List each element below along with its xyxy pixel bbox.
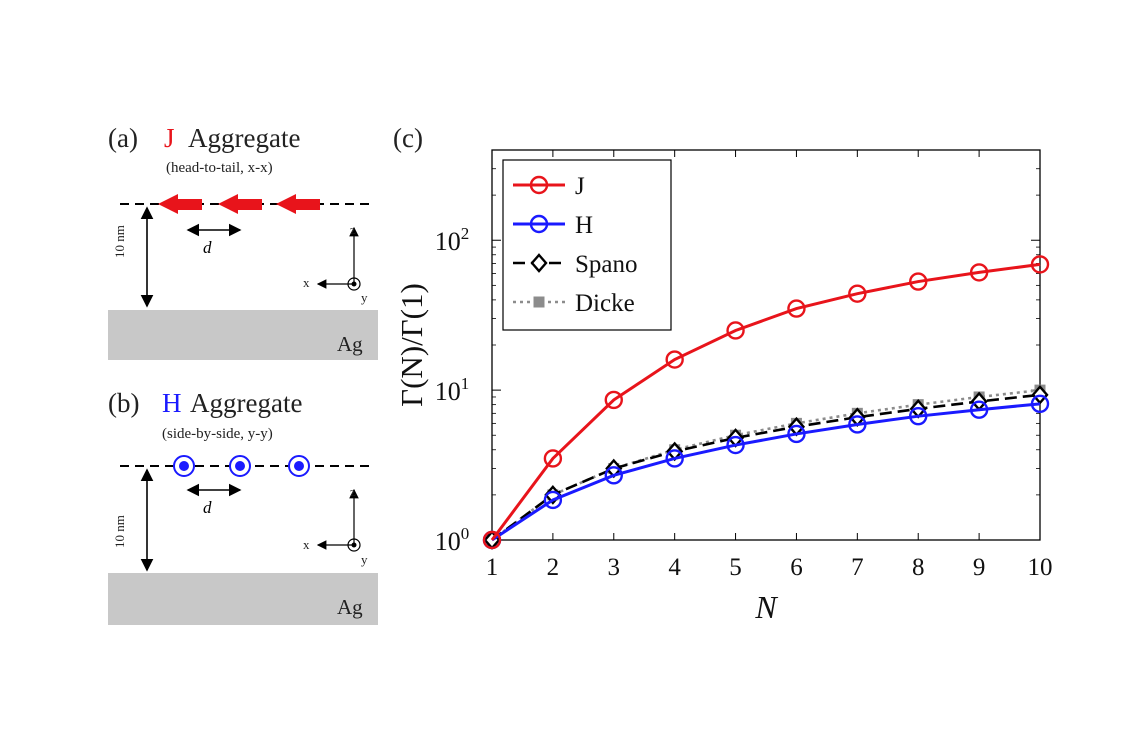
data-point-j	[1030, 255, 1050, 274]
series-line-h	[491, 402, 1041, 542]
legend-marker-dicke	[533, 296, 545, 308]
dipole-arrow-2	[218, 194, 262, 214]
panel-a-subtitle: (head-to-tail, x-x)	[166, 160, 273, 176]
legend-label-h: H	[575, 212, 593, 239]
panel-b-title: Aggregate	[190, 388, 303, 418]
series-line-dicke	[491, 388, 1041, 542]
data-point-j	[726, 321, 745, 340]
x-tick-label: 2	[547, 554, 560, 581]
panel-b-axes-icon	[316, 488, 361, 552]
panel-a-type-letter: J	[164, 123, 175, 153]
panel-a-axis-x: x	[303, 275, 310, 290]
data-point-j	[665, 350, 684, 369]
data-point-h	[665, 449, 684, 468]
panel-b-letter: (b)	[108, 388, 140, 418]
x-tick-label: 5	[729, 554, 742, 581]
data-point-j	[482, 530, 502, 550]
x-tick-label: 7	[851, 554, 864, 581]
data-point-j	[848, 284, 867, 303]
panel-b-axis-x: x	[303, 537, 310, 552]
data-point-h	[909, 406, 928, 426]
x-tick-label: 3	[608, 554, 621, 581]
x-tick-label: 10	[1028, 554, 1053, 581]
panel-a-axes-icon	[316, 226, 361, 291]
legend-label-spano: Spano	[575, 251, 638, 278]
y-axis-label: Γ(N)/Γ(1)	[394, 283, 429, 407]
series-line-spano	[491, 393, 1041, 542]
panel-a-spacing-label: d	[203, 238, 212, 257]
data-point-j	[969, 263, 989, 282]
x-tick-label: 6	[790, 554, 803, 581]
x-tick-label: 4	[668, 554, 681, 581]
data-point-j	[909, 272, 928, 291]
dipole-out-of-plane-1	[173, 455, 195, 477]
data-point-h	[543, 490, 563, 510]
panel-b-type-letter: H	[162, 388, 182, 418]
legend-label-dicke: Dicke	[575, 290, 635, 317]
x-axis-label: N	[754, 589, 778, 625]
panel-b-subtitle: (side-by-side, y-y)	[162, 426, 273, 442]
y-tick-label: 100	[435, 524, 470, 556]
dipole-arrow-1	[158, 194, 202, 214]
panel-b-axis-z: z	[350, 484, 356, 499]
panel-b-substrate-label: Ag	[337, 595, 363, 619]
dipole-arrow-3	[276, 194, 320, 214]
panel-a-letter: (a)	[108, 123, 138, 153]
panel-b-substrate	[108, 573, 378, 625]
panel-a-title: Aggregate	[188, 123, 301, 153]
data-point-h	[848, 415, 867, 434]
data-point-j	[604, 390, 623, 410]
x-tick-label: 8	[912, 554, 925, 581]
y-tick-label: 101	[435, 374, 470, 406]
panel-b-schematic	[108, 455, 378, 625]
data-point-h	[787, 424, 806, 444]
panel-a-schematic	[108, 194, 378, 360]
panel-a-substrate-label: Ag	[337, 332, 363, 356]
legend-marker-h	[529, 214, 549, 234]
legend-marker-spano	[530, 253, 548, 273]
data-point-h	[969, 400, 989, 419]
x-tick-label: 1	[486, 554, 499, 581]
series-line-j	[490, 262, 1041, 541]
dipole-out-of-plane-2	[229, 455, 251, 477]
panel-c-letter: (c)	[393, 123, 423, 153]
panel-a-axis-y: y	[361, 290, 368, 305]
x-tick-label: 9	[973, 554, 986, 581]
legend-label-j: J	[575, 173, 585, 200]
legend-marker-j	[529, 175, 549, 195]
panel-a-axis-z: z	[350, 222, 356, 237]
y-tick-label: 102	[435, 224, 470, 256]
data-point-h	[604, 466, 623, 485]
data-point-h	[1030, 394, 1050, 414]
panel-a-substrate	[108, 310, 378, 360]
data-point-h	[726, 435, 745, 455]
dipole-out-of-plane-3	[288, 455, 310, 477]
data-point-j	[787, 299, 806, 318]
panel-b-axis-y: y	[361, 552, 368, 567]
data-point-j	[543, 449, 563, 468]
panel-b-spacing-label: d	[203, 498, 212, 517]
